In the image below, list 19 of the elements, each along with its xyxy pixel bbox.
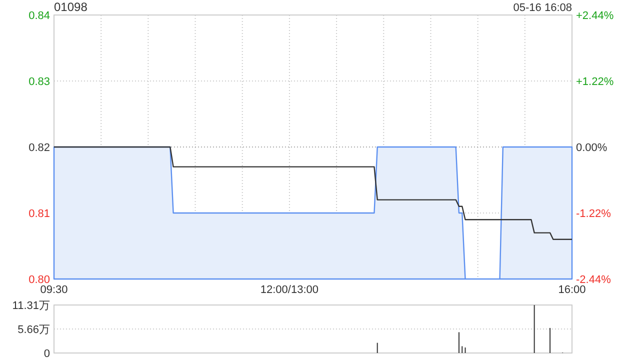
x-tick-label: 16:00 — [558, 284, 586, 296]
y2-tick-label: +1.22% — [576, 76, 614, 88]
y2-tick-label: 0.00% — [576, 142, 608, 154]
y2-tick-label: +2.44% — [576, 10, 614, 22]
y-tick-label: 0.80 — [28, 274, 50, 286]
y-tick-label: 0.81 — [28, 208, 50, 220]
y-tick-label: 11.31万 — [12, 300, 50, 312]
y-tick-label: 0.84 — [28, 10, 50, 22]
y-tick-label: 5.66万 — [18, 324, 50, 336]
y-tick-label: 0.83 — [28, 76, 50, 88]
y2-tick-label: -2.44% — [576, 274, 612, 286]
x-tick-label: 09:30 — [40, 284, 68, 296]
line-series — [53, 146, 573, 240]
y-tick-label: 0.82 — [28, 142, 50, 154]
chart-title: 01098 — [54, 0, 88, 14]
y-tick-label: 0 — [44, 348, 50, 360]
x-tick-label: 12:00/13:00 — [260, 284, 319, 296]
chart-subtitle: 05-16 16:08 — [513, 2, 572, 14]
y2-tick-label: -1.22% — [576, 208, 612, 220]
